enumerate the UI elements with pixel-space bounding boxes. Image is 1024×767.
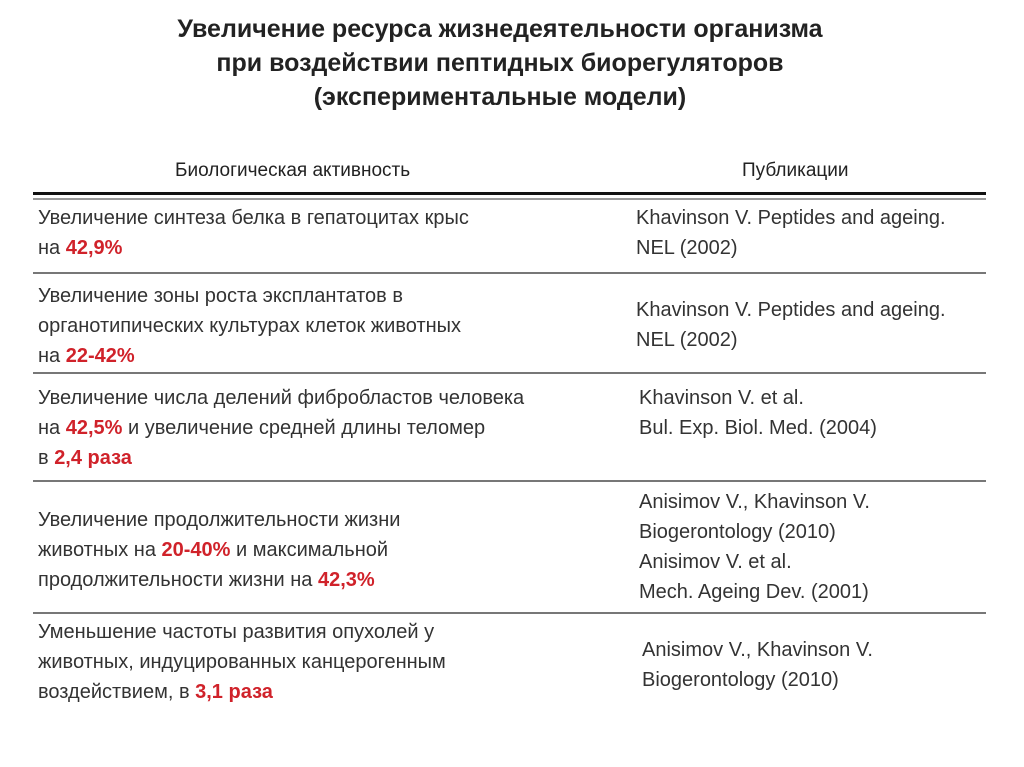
row-separator bbox=[33, 612, 986, 614]
activity-text: на bbox=[38, 345, 66, 367]
activity-text: на bbox=[38, 237, 66, 259]
activity-text: Увеличение числа делений фибробластов че… bbox=[38, 387, 525, 409]
activity-text: и увеличение средней длины теломер bbox=[122, 417, 486, 439]
activity-line: Увеличение продолжительности жизни bbox=[38, 505, 400, 535]
highlight-value: 3,1 раза bbox=[195, 681, 273, 703]
activity-cell: Увеличение продолжительности жизни животн… bbox=[38, 505, 400, 595]
publication-cell: Anisimov V., Khavinson V. Biogerontology … bbox=[639, 487, 870, 607]
row-separator bbox=[33, 372, 986, 374]
activity-line: Увеличение зоны роста эксплантатов в bbox=[38, 281, 461, 311]
highlight-value: 20-40% bbox=[161, 539, 231, 561]
activity-cell: Увеличение синтеза белка в гепатоцитах к… bbox=[38, 203, 469, 263]
row-separator bbox=[33, 272, 986, 274]
publication-line: Khavinson V. Peptides and ageing. bbox=[636, 207, 946, 229]
publication-line: NEL (2002) bbox=[636, 237, 738, 259]
publication-cell: Khavinson V. Peptides and ageing. NEL (20… bbox=[636, 295, 946, 355]
activity-line: продолжительности жизни на 42,3% bbox=[38, 565, 400, 595]
activity-line: на 42,9% bbox=[38, 233, 469, 263]
title-line: (экспериментальные модели) bbox=[313, 83, 687, 111]
activity-line: на 22-42% bbox=[38, 341, 461, 371]
publication-line: Mech. Ageing Dev. (2001) bbox=[639, 581, 869, 603]
activity-line: органотипических культурах клеток животн… bbox=[38, 311, 461, 341]
activity-line: животных на 20-40% и максимальной bbox=[38, 535, 400, 565]
activity-text: и максимальной bbox=[230, 539, 389, 561]
header-rule-thin bbox=[33, 198, 986, 200]
activity-cell: Увеличение числа делений фибробластов че… bbox=[38, 383, 524, 473]
activity-line: Уменьшение частоты развития опухолей у bbox=[38, 617, 446, 647]
highlight-value: 22-42% bbox=[65, 345, 135, 367]
publication-line: Khavinson V. et al. bbox=[639, 387, 804, 409]
activity-line: воздействием, в 3,1 раза bbox=[38, 677, 446, 707]
activity-line: Увеличение синтеза белка в гепатоцитах к… bbox=[38, 203, 469, 233]
highlight-value: 42,9% bbox=[65, 237, 123, 259]
activity-line: на 42,5% и увеличение средней длины тело… bbox=[38, 413, 524, 443]
publication-line: Bul. Exp. Biol. Med. (2004) bbox=[639, 417, 877, 439]
activity-line: Увеличение числа делений фибробластов че… bbox=[38, 383, 524, 413]
activity-line: в 2,4 раза bbox=[38, 443, 524, 473]
row-separator bbox=[33, 480, 986, 482]
activity-text: в bbox=[38, 447, 55, 469]
publication-line: Anisimov V., Khavinson V. bbox=[639, 491, 870, 513]
publication-cell: Anisimov V., Khavinson V. Biogerontology … bbox=[642, 635, 873, 695]
activity-text: воздействием, в bbox=[38, 681, 196, 703]
highlight-value: 42,5% bbox=[65, 417, 123, 439]
publication-line: Khavinson V. Peptides and ageing. bbox=[636, 299, 946, 321]
publication-line: NEL (2002) bbox=[636, 329, 738, 351]
slide-title: Увеличение ресурса жизнедеятельности орг… bbox=[0, 12, 1000, 114]
activity-cell: Уменьшение частоты развития опухолей у жи… bbox=[38, 617, 446, 707]
activity-text: на bbox=[38, 417, 66, 439]
column-header-publications: Публикации bbox=[742, 160, 849, 181]
publication-line: Anisimov V. et al. bbox=[639, 551, 792, 573]
activity-text: Уменьшение частоты развития опухолей у bbox=[38, 621, 435, 643]
title-line: Увеличение ресурса жизнедеятельности орг… bbox=[177, 15, 823, 43]
title-line: при воздействии пептидных биорегуляторов bbox=[216, 49, 784, 77]
column-header-activity: Биологическая активность bbox=[175, 160, 411, 181]
publication-line: Anisimov V., Khavinson V. bbox=[642, 639, 873, 661]
publication-cell: Khavinson V. et al. Bul. Exp. Biol. Med. … bbox=[639, 383, 877, 443]
activity-text: Увеличение зоны роста эксплантатов в bbox=[38, 285, 403, 307]
activity-text: животных на bbox=[38, 539, 162, 561]
activity-text: Увеличение синтеза белка в гепатоцитах к… bbox=[38, 207, 469, 229]
activity-line: животных, индуцированных канцерогенным bbox=[38, 647, 446, 677]
activity-text: продолжительности жизни на bbox=[38, 569, 318, 591]
publication-cell: Khavinson V. Peptides and ageing. NEL (20… bbox=[636, 203, 946, 263]
publication-line: Biogerontology (2010) bbox=[639, 521, 836, 543]
highlight-value: 2,4 раза bbox=[54, 447, 132, 469]
activity-text: органотипических культурах клеток животн… bbox=[38, 315, 462, 337]
highlight-value: 42,3% bbox=[317, 569, 375, 591]
activity-text: животных, индуцированных канцерогенным bbox=[38, 651, 446, 673]
activity-cell: Увеличение зоны роста эксплантатов в орга… bbox=[38, 281, 461, 371]
publication-line: Biogerontology (2010) bbox=[642, 669, 839, 691]
activity-text: Увеличение продолжительности жизни bbox=[38, 509, 401, 531]
header-rule bbox=[33, 192, 986, 195]
